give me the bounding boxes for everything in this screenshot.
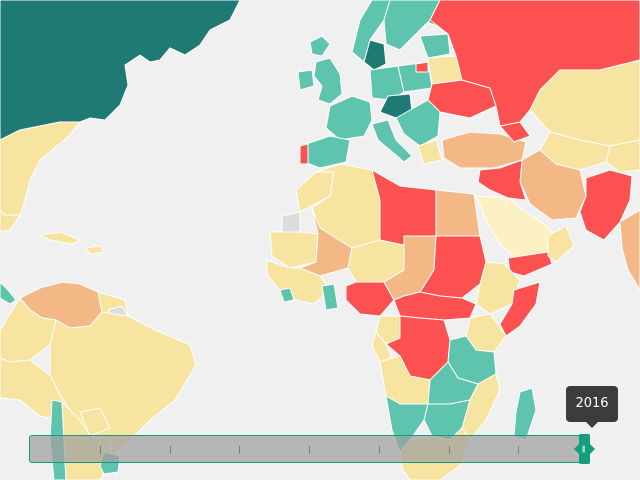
- year-tooltip: 2016: [566, 386, 618, 428]
- timeline-tick: [518, 446, 519, 454]
- country-iceland[interactable]: [309, 35, 331, 57]
- country-ireland[interactable]: [297, 69, 315, 91]
- country-paraguay[interactable]: [79, 407, 111, 437]
- country-ghana[interactable]: [321, 283, 339, 311]
- year-label: 2016: [575, 396, 609, 411]
- grip-icon: |||: [582, 446, 586, 453]
- country-hispaniola[interactable]: [85, 245, 105, 255]
- country-china-west[interactable]: [605, 139, 640, 173]
- country-guinea[interactable]: [279, 287, 295, 303]
- timeline-tick: [239, 446, 240, 454]
- country-greece[interactable]: [417, 139, 443, 165]
- country-baltics[interactable]: [419, 33, 451, 59]
- timeline-slider[interactable]: |||: [29, 434, 596, 464]
- timeline-tick: [309, 446, 310, 454]
- timeline-track[interactable]: [29, 435, 589, 463]
- country-sweden[interactable]: [363, 39, 387, 71]
- country-egypt[interactable]: [435, 189, 481, 237]
- timeline-tick: [379, 446, 380, 454]
- timeline-tick: [100, 446, 101, 454]
- country-portugal[interactable]: [299, 143, 309, 165]
- drag-handle-icon[interactable]: |||: [574, 434, 595, 464]
- country-france[interactable]: [325, 95, 373, 141]
- timeline-tick: [449, 446, 450, 454]
- country-balkans[interactable]: [395, 99, 441, 147]
- country-somalia[interactable]: [499, 281, 541, 337]
- country-kaliningrad[interactable]: [415, 61, 429, 73]
- country-west-africa[interactable]: [265, 259, 331, 305]
- country-india[interactable]: [619, 209, 640, 291]
- country-central-america[interactable]: [0, 281, 17, 305]
- country-mexico[interactable]: [0, 209, 21, 233]
- country-nigeria[interactable]: [345, 281, 395, 317]
- country-oman[interactable]: [547, 225, 575, 263]
- timeline-tick: [170, 446, 171, 454]
- country-iran[interactable]: [519, 149, 587, 221]
- country-afghanistan-pakistan[interactable]: [579, 169, 633, 241]
- country-syria-iraq[interactable]: [477, 159, 527, 201]
- country-cuba[interactable]: [39, 231, 81, 245]
- country-italy[interactable]: [371, 119, 413, 163]
- country-uk[interactable]: [313, 57, 343, 105]
